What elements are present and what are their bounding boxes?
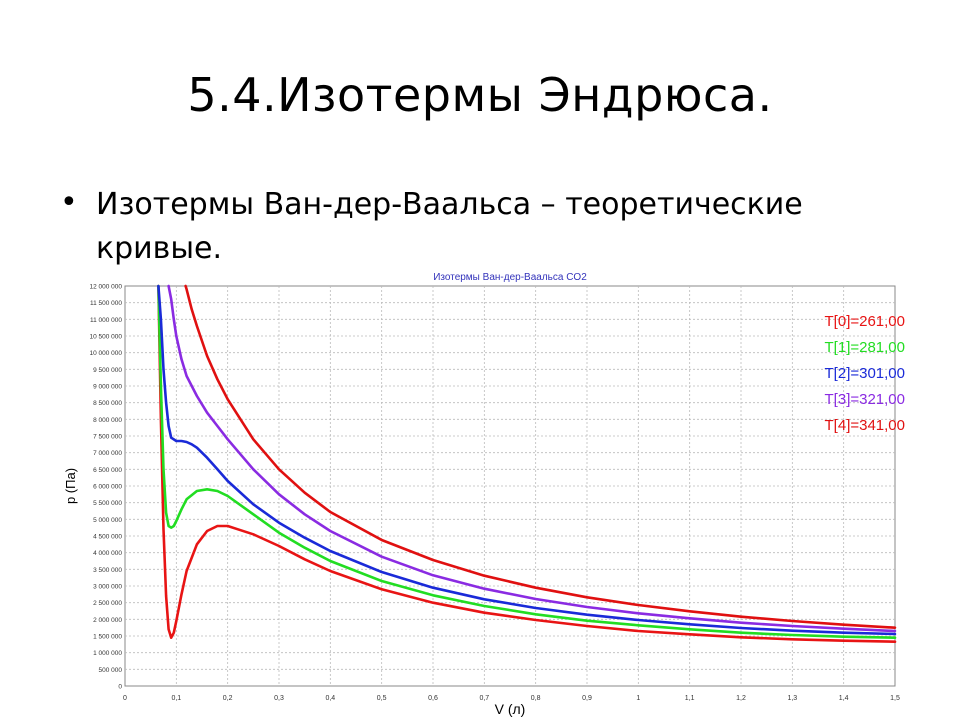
y-tick-label: 10 000 000 (89, 350, 122, 357)
y-tick-label: 1 000 000 (93, 650, 122, 657)
bullet-dot-icon: • (60, 185, 78, 220)
bullet-text: Изотермы Ван-дер-Ваальса – теоретические… (96, 187, 803, 265)
x-tick-label: 0,9 (582, 695, 592, 702)
legend-entry-4: T[4]=341,00 (825, 417, 905, 434)
series-lines (157, 284, 897, 644)
x-tick-label: 0,5 (377, 695, 387, 702)
x-tick-label: 1,5 (890, 695, 900, 702)
y-tick-label: 8 000 000 (93, 417, 122, 424)
y-tick-label: 3 000 000 (93, 584, 122, 591)
x-tick-label: 0,7 (479, 695, 489, 702)
series-line-2 (157, 284, 897, 636)
y-tick-label: 11 500 000 (90, 300, 122, 307)
y-tick-label: 9 500 000 (93, 367, 122, 374)
y-tick-label: 9 000 000 (93, 384, 122, 391)
y-tick-label: 8 500 000 (93, 400, 122, 407)
y-tick-label: 11 000 000 (90, 317, 122, 324)
x-axis-label: V (л) (495, 701, 526, 717)
y-tick-label: 7 500 000 (93, 434, 122, 441)
bullet-list: • Изотермы Ван-дер-Ваальса – теоретическ… (60, 183, 920, 265)
x-tick-label: 0 (123, 695, 127, 702)
legend-entry-2: T[2]=301,00 (825, 365, 905, 382)
x-tick-label: 1 (636, 695, 640, 702)
series-line-0 (157, 284, 897, 644)
y-tick-label: 3 500 000 (93, 567, 122, 574)
y-tick-label: 1 500 000 (93, 634, 122, 641)
x-tick-label: 1,1 (685, 695, 695, 702)
x-tick-label: 0,1 (171, 695, 181, 702)
y-tick-label: 5 500 000 (93, 500, 122, 507)
tick-labels: 0 0,1 0,2 0,3 0,4 0,5 0,6 0,7 0,8 0,9 1 1,1 1,2 1,3 1,… (89, 284, 900, 703)
x-tick-label: 1,4 (839, 695, 849, 702)
x-tick-label: 0,8 (531, 695, 541, 702)
isotherm-chart: 0 0,1 0,2 0,3 0,4 0,5 0,6 0,7 0,8 0,9 1 1,1 1,2 1,3 1,… (63, 272, 905, 717)
y-tick-label: 2 000 000 (93, 617, 122, 624)
chart-title: Изотермы Ван-дер-Ваальса CO2 (433, 272, 587, 283)
legend-entry-0: T[0]=261,00 (825, 313, 905, 330)
y-tick-label: 6 000 000 (93, 484, 122, 491)
y-tick-label: 12 000 000 (89, 284, 122, 291)
x-tick-label: 0,6 (428, 695, 438, 702)
x-tick-label: 1,2 (736, 695, 746, 702)
x-tick-label: 0,2 (223, 695, 233, 702)
chart-container: 0 0,1 0,2 0,3 0,4 0,5 0,6 0,7 0,8 0,9 1 1,1 1,2 1,3 1,… (55, 268, 907, 720)
y-tick-label: 4 500 000 (93, 534, 122, 541)
legend-entry-3: T[3]=321,00 (825, 391, 905, 408)
legend-entry-1: T[1]=281,00 (825, 339, 905, 356)
slide-title: 5.4.Изотермы Эндрюса. (187, 68, 773, 122)
series-line-1 (157, 284, 897, 640)
series-line-3 (167, 284, 897, 633)
x-tick-label: 1,3 (787, 695, 797, 702)
y-tick-label: 5 000 000 (93, 517, 122, 524)
y-tick-label: 7 000 000 (93, 450, 122, 457)
y-tick-label: 500 000 (99, 667, 123, 674)
x-tick-label: 0,3 (274, 695, 284, 702)
y-tick-label: 10 500 000 (89, 334, 122, 341)
series-line-4 (184, 284, 897, 630)
y-tick-label: 2 500 000 (93, 600, 122, 607)
y-tick-label: 0 (118, 684, 122, 691)
y-axis-label: p (Па) (63, 468, 78, 504)
y-tick-label: 4 000 000 (93, 550, 122, 557)
y-tick-label: 6 500 000 (93, 467, 122, 474)
x-tick-label: 0,4 (325, 695, 335, 702)
legend: T[0]=261,00 T[1]=281,00 T[2]=301,00 T[3]=32… (825, 313, 905, 434)
